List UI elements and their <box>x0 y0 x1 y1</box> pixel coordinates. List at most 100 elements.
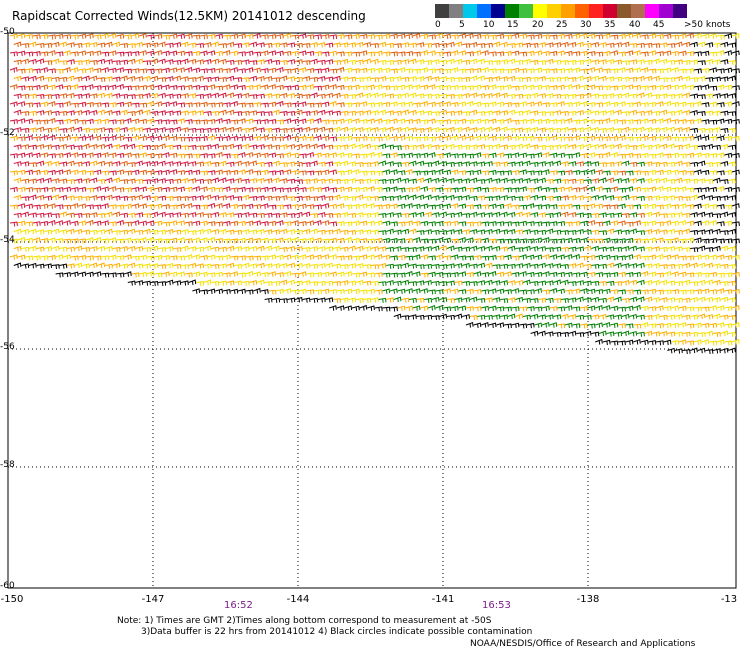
wind-barb <box>264 178 273 184</box>
wind-barb <box>488 187 497 193</box>
wind-barb <box>671 187 680 193</box>
wind-barb <box>177 136 186 142</box>
wind-barb <box>158 281 167 287</box>
wind-barb <box>199 186 208 192</box>
wind-barb <box>28 41 37 48</box>
wind-barb <box>169 85 178 91</box>
wind-barb <box>59 60 68 66</box>
wind-barb <box>264 111 273 117</box>
wind-barb <box>731 203 740 209</box>
wind-barb <box>712 59 721 65</box>
wind-barb <box>511 170 520 176</box>
wind-barb <box>659 77 668 83</box>
wind-barb <box>477 245 486 252</box>
wind-barb <box>541 102 550 108</box>
wind-barb <box>515 93 524 99</box>
wind-barb <box>610 118 619 125</box>
wind-barb <box>32 119 41 125</box>
wind-barb <box>161 169 170 175</box>
wind-barb <box>526 50 535 57</box>
wind-barb <box>720 314 729 320</box>
wind-barb <box>245 237 254 243</box>
wind-barb <box>82 247 91 253</box>
wind-barb <box>298 101 307 107</box>
wind-barb <box>728 211 736 218</box>
wind-barb <box>389 272 398 278</box>
wind-barb <box>446 110 455 116</box>
wind-barb <box>184 254 193 260</box>
wind-barb <box>576 59 585 65</box>
wind-barb <box>481 67 489 73</box>
wind-barb <box>481 289 490 295</box>
wind-barb <box>690 247 699 253</box>
wind-barb <box>203 279 212 286</box>
wind-barb <box>89 229 98 235</box>
wind-barb <box>389 169 398 175</box>
wind-barb <box>583 92 592 99</box>
wind-barb <box>146 68 155 74</box>
wind-barb <box>374 136 383 142</box>
wind-barb <box>435 101 444 108</box>
wind-barb <box>424 143 432 150</box>
wind-barb <box>192 237 201 243</box>
wind-barb <box>294 76 303 82</box>
wind-barb <box>614 59 622 65</box>
wind-barb <box>446 229 455 235</box>
wind-barb <box>222 102 231 108</box>
wind-barb <box>283 237 292 243</box>
wind-barb <box>697 41 706 48</box>
wind-barb <box>21 228 30 235</box>
wind-barb <box>560 93 569 99</box>
wind-barb <box>591 229 600 235</box>
wind-barb <box>587 271 596 278</box>
wind-barb <box>519 51 528 57</box>
wind-barb <box>196 228 204 235</box>
wind-barb <box>519 254 527 260</box>
wind-barb <box>712 195 721 201</box>
wind-barb <box>150 211 159 218</box>
wind-barb <box>397 254 406 261</box>
wind-barb <box>659 177 668 184</box>
wind-barb <box>218 280 227 286</box>
wind-barb <box>655 289 664 295</box>
wind-barb <box>454 77 463 83</box>
wind-barb <box>655 51 664 57</box>
wind-barb <box>253 51 262 57</box>
wind-barb <box>25 169 33 176</box>
wind-barb <box>503 254 512 260</box>
wind-barb <box>716 272 725 278</box>
wind-barb <box>158 58 166 65</box>
wind-barb <box>161 271 170 277</box>
wind-barb <box>541 237 550 243</box>
wind-barb <box>545 178 554 184</box>
wind-barb <box>28 194 37 201</box>
wind-barb <box>655 254 664 260</box>
wind-barb <box>724 255 733 261</box>
wind-barb <box>667 94 676 99</box>
wind-barb <box>519 136 528 142</box>
wind-barb <box>241 194 250 201</box>
wind-barb <box>329 50 337 56</box>
wind-barb <box>446 280 455 286</box>
wind-barb <box>332 75 341 82</box>
wind-barb <box>412 170 421 176</box>
wind-barb <box>131 85 140 91</box>
wind-barb <box>275 204 284 210</box>
wind-barb <box>215 118 223 124</box>
wind-barb <box>158 92 166 99</box>
wind-barb <box>374 102 383 108</box>
wind-barb <box>63 272 71 278</box>
wind-barb <box>17 118 26 124</box>
wind-barb <box>382 288 391 294</box>
wind-barb <box>576 144 584 150</box>
wind-barb <box>66 195 75 201</box>
wind-barb <box>101 102 110 108</box>
wind-barb <box>678 136 687 142</box>
wind-barb <box>564 102 573 108</box>
wind-barb <box>63 204 72 210</box>
wind-barb <box>173 144 182 150</box>
wind-barb <box>211 76 220 82</box>
wind-barb <box>598 162 607 168</box>
wind-barb <box>454 211 463 218</box>
wind-barb <box>21 58 29 65</box>
